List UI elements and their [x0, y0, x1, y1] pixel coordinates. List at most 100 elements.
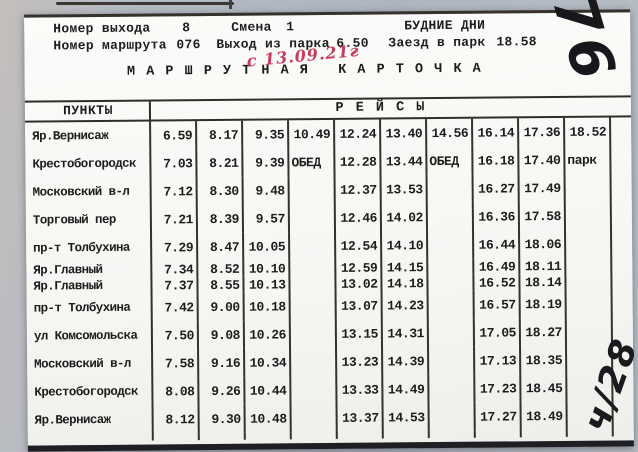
time-cell — [429, 374, 476, 404]
time-cell: 13.53 — [381, 175, 428, 204]
time-cell: 18.49 — [521, 401, 568, 431]
time-cell: 8.12 — [153, 405, 200, 434]
time-cell: 17.40 — [519, 145, 566, 175]
scanner-tick-artifact — [229, 0, 232, 9]
time-cell: 10.48 — [245, 404, 292, 433]
time-cell: 9.48 — [243, 176, 290, 205]
point-name: Крестобогородск — [25, 149, 152, 179]
exit-number-value: 8 — [182, 20, 191, 36]
time-cell: 14.31 — [382, 319, 430, 348]
time-cell: ОБЕД — [427, 146, 474, 176]
time-cell — [428, 290, 475, 320]
time-cell: 18.45 — [521, 373, 568, 403]
time-cell: 16.36 — [473, 202, 521, 231]
time-cell: 17.27 — [475, 402, 522, 431]
time-cell: 17.36 — [519, 117, 566, 147]
time-cell: парк — [565, 145, 612, 174]
time-cell: 13.40 — [381, 119, 428, 148]
time-cell: 18.19 — [520, 289, 567, 319]
point-name: пр-т Толбухина — [26, 233, 153, 263]
scanner-edge-artifact — [56, 2, 234, 5]
time-cell: 16.18 — [473, 146, 520, 175]
trips-column-header: Р Е Й С Ы — [335, 100, 427, 116]
time-cell — [565, 173, 612, 202]
time-cell: 7.50 — [152, 321, 200, 350]
time-cell: 10.34 — [245, 348, 292, 377]
time-cell: 14.23 — [382, 291, 429, 320]
time-cell: 18.27 — [520, 317, 568, 347]
empty-cell — [199, 432, 246, 441]
time-cell: 17.49 — [519, 173, 566, 203]
empty-cell — [475, 430, 522, 438]
exit-number-label: Номер выхода — [53, 20, 151, 37]
time-cell: 14.53 — [383, 403, 430, 432]
time-cell: 16.57 — [474, 290, 521, 319]
time-cell — [290, 259, 337, 277]
time-cell: 10.13 — [244, 276, 291, 293]
route-card-paper: Номер выхода 8 Смена 1 БУДНИЕ ДНИ Номер … — [24, 0, 638, 452]
time-cell — [291, 347, 338, 377]
time-cell: 17.23 — [475, 374, 522, 403]
time-cell — [428, 318, 476, 348]
point-name: Яр.Главный — [26, 261, 153, 279]
point-name: Торговый пер — [25, 205, 153, 235]
park-return-label: Заезд в парк — [388, 34, 486, 51]
route-number-value: 076 — [176, 37, 201, 53]
time-cell: 18.52 — [565, 117, 612, 146]
time-cell — [291, 375, 338, 405]
empty-cell — [27, 433, 154, 442]
time-cell: 18.11 — [520, 257, 567, 275]
time-cell — [291, 403, 338, 433]
handwritten-route-mark: 76 — [539, 0, 630, 91]
time-cell: 9.39 — [243, 148, 290, 177]
shift-value: 1 — [286, 19, 295, 35]
time-cell: 10.10 — [244, 260, 291, 277]
time-cell: 8.21 — [197, 148, 244, 178]
time-cell — [428, 258, 475, 276]
empty-cell — [429, 430, 476, 439]
time-cell: 7.12 — [151, 177, 198, 206]
time-cell — [290, 231, 337, 261]
point-name: Московский в-л — [27, 349, 154, 379]
point-name: Яр.Главный — [26, 277, 153, 295]
time-cell — [289, 175, 336, 205]
time-cell: 12.59 — [336, 259, 383, 276]
time-cell: 10.49 — [289, 119, 336, 149]
time-cell: 14.02 — [381, 203, 429, 232]
time-cell: 9.26 — [199, 376, 246, 406]
time-cell: 9.16 — [199, 348, 246, 378]
time-cell: 14.49 — [383, 375, 430, 404]
time-cell: 10.18 — [244, 292, 291, 321]
time-cell: 7.03 — [151, 149, 198, 178]
empty-cell — [521, 429, 568, 438]
time-cell: 16.49 — [474, 258, 521, 275]
time-cell — [428, 230, 475, 260]
time-cell: 7.21 — [151, 205, 199, 234]
time-cell — [566, 289, 613, 318]
time-cell: 7.29 — [152, 233, 199, 262]
time-cell: 9.57 — [243, 204, 291, 233]
time-cell: 17.58 — [519, 201, 567, 231]
time-cell: 14.15 — [382, 259, 429, 276]
time-cell: 10.44 — [245, 376, 292, 405]
time-cell: 16.52 — [474, 274, 521, 291]
weekdays-label: БУДНИЕ ДНИ — [404, 17, 486, 34]
time-cell — [290, 319, 338, 349]
time-cell: 9.30 — [199, 404, 246, 434]
time-cell: 8.39 — [197, 204, 245, 234]
park-return-value: 18.58 — [496, 34, 537, 50]
point-name: Яр.Вернисаж — [25, 121, 152, 151]
time-cell — [428, 274, 475, 292]
time-cell — [290, 275, 337, 293]
time-cell: 6.59 — [151, 121, 198, 150]
time-cell: 13.37 — [337, 403, 384, 432]
time-cell: 18.14 — [520, 273, 567, 291]
time-cell: 17.05 — [474, 318, 522, 347]
time-cell: 7.37 — [152, 277, 199, 294]
shift-label: Смена — [231, 19, 272, 35]
time-cell: 9.35 — [243, 120, 290, 149]
time-cell: 7.34 — [152, 261, 199, 278]
time-cell — [566, 229, 613, 258]
route-number-label: Номер маршрута — [53, 37, 167, 54]
time-cell: 13.44 — [381, 147, 428, 176]
